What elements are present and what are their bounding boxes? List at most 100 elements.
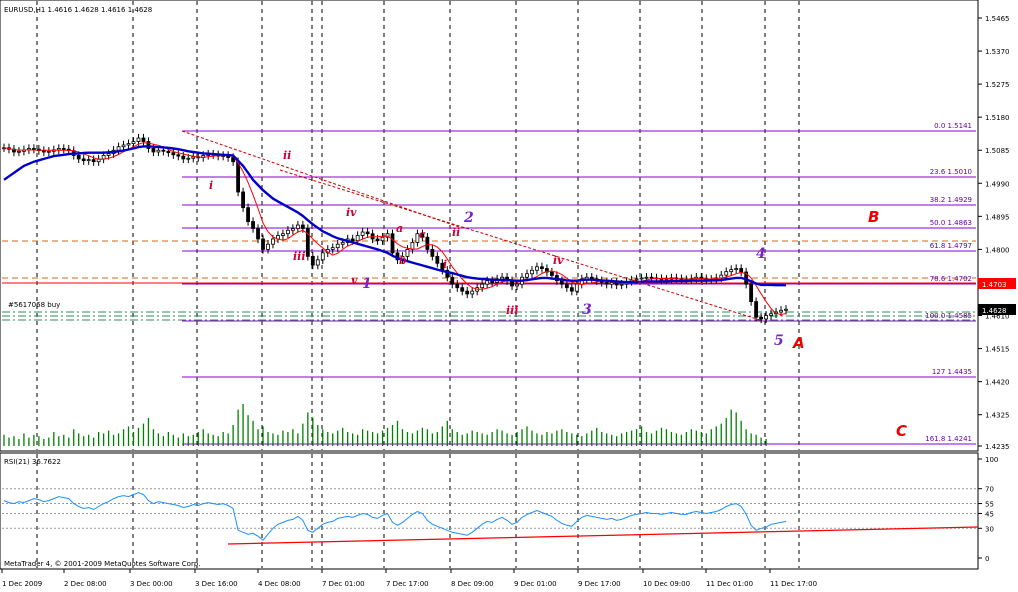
candle-body [290,228,295,231]
candle-body [116,146,121,151]
candle-body [266,243,270,250]
candle-body [604,282,609,285]
candle-body [56,148,61,151]
candle-body [549,271,554,276]
candle-body [734,268,739,270]
fib-label: 50.0 1.4863 [930,219,972,227]
candle-body [490,280,495,283]
candle-body [530,269,534,275]
candle-body [166,150,171,154]
rsi-line [3,492,787,541]
x-tick-label: 9 Dec 17:00 [578,580,621,588]
candle-body [355,235,360,242]
candle-body [101,155,106,160]
level-price-label: 1.4703 [982,281,1007,289]
candle-body [540,266,544,269]
candle-body [385,233,390,238]
candle-body [425,236,430,250]
rsi-trendline [227,526,979,545]
candle-body [340,242,345,245]
candle-body [241,191,245,209]
candle-body [231,157,236,163]
candle-body [784,308,788,311]
rsi-y-tick-label: 45 [985,510,994,518]
candle-body [465,290,470,295]
x-tick-label: 7 Dec 17:00 [386,580,429,588]
candle-body [251,221,255,229]
main-panel-frame [0,0,979,452]
candle-body [564,283,569,289]
candle-body [86,159,91,162]
fib-label: 78.6 1.4702 [930,275,972,283]
rsi-y-tick-label: 30 [985,525,994,533]
price-series [2,130,788,324]
wave-label: a [396,222,403,235]
candle-body [365,231,370,235]
candle-body [535,266,539,271]
candle-body [759,316,763,320]
fast-ma-line [3,142,787,316]
candle-body [151,148,156,153]
candle-body [156,149,161,153]
fib-label: 61.8 1.4797 [930,242,972,250]
candle-body [754,301,759,318]
wave-label: 3 [582,302,592,318]
y-tick-label: 1.5180 [985,114,1010,122]
x-tick-label: 9 Dec 01:00 [514,580,557,588]
x-tick-label: 8 Dec 09:00 [451,580,494,588]
candle-body [330,247,335,250]
candle-body [739,268,744,273]
candle-body [724,271,729,276]
candle-body [191,156,196,159]
candle-body [569,287,574,292]
x-tick-label: 3 Dec 00:00 [130,580,173,588]
level-price-tag [978,278,1016,289]
candle-body [295,224,300,229]
wave-label: iv [346,206,357,219]
candle-body [106,153,111,156]
candle-body [17,150,21,153]
candle-body [46,150,51,153]
candle-body [460,287,465,292]
candle-body [420,233,425,238]
candle-body [639,277,644,280]
y-tick-label: 1.4610 [985,313,1010,321]
x-tick-label: 3 Dec 16:00 [195,580,238,588]
candle-body [161,149,166,152]
x-tick-label: 10 Dec 09:00 [643,580,690,588]
candle-body [559,280,564,285]
wave-label: iv [553,254,564,267]
candle-body [41,150,46,153]
candle-body [31,148,36,150]
y-tick-label: 1.4420 [985,379,1010,387]
wave-label-B: B [868,208,879,226]
candle-body [121,144,126,148]
candle-body [769,313,773,316]
candle-body [300,224,305,229]
candle-body [779,309,783,313]
y-tick-label: 1.4895 [985,213,1010,221]
rsi-y-tick-label: 0 [985,555,989,563]
candle-body [470,290,475,295]
candle-body [91,159,96,163]
candle-body [764,315,768,320]
wave-label: c [419,228,426,241]
candle-body [410,242,415,250]
candle-body [141,137,146,142]
chart-title: EURUSD,H1 1.4616 1.4628 1.4616 1.4628 [4,6,152,14]
order-label: #5617068 buy [8,301,60,309]
y-tick-label: 1.4235 [985,443,1010,451]
candle-body [405,248,410,257]
x-tick-label: 4 Dec 08:00 [258,580,301,588]
candle-body [146,141,151,149]
candle-body [729,269,734,273]
candle-body [315,259,320,266]
period-separators [2,1,976,568]
candle-body [450,276,455,285]
candle-body [574,283,579,292]
candle-body [634,278,639,281]
fib-label: 127 1.4435 [932,368,972,376]
rsi-y-tick-label: 100 [985,456,998,464]
